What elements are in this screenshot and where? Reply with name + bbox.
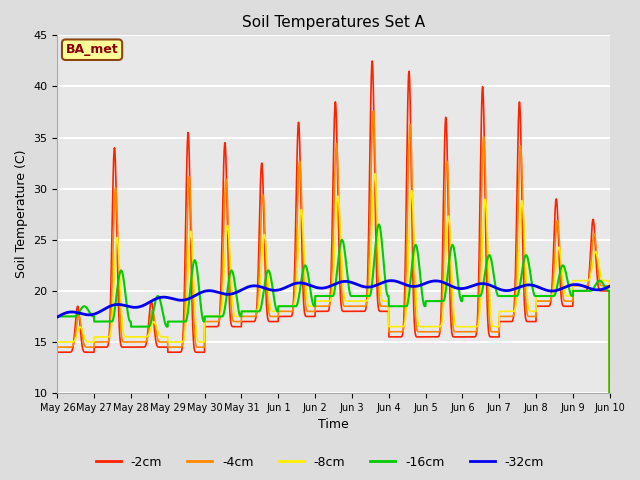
Text: BA_met: BA_met xyxy=(66,43,118,56)
X-axis label: Time: Time xyxy=(318,419,349,432)
Y-axis label: Soil Temperature (C): Soil Temperature (C) xyxy=(15,150,28,278)
Legend: -2cm, -4cm, -8cm, -16cm, -32cm: -2cm, -4cm, -8cm, -16cm, -32cm xyxy=(91,451,549,474)
Title: Soil Temperatures Set A: Soil Temperatures Set A xyxy=(242,15,425,30)
